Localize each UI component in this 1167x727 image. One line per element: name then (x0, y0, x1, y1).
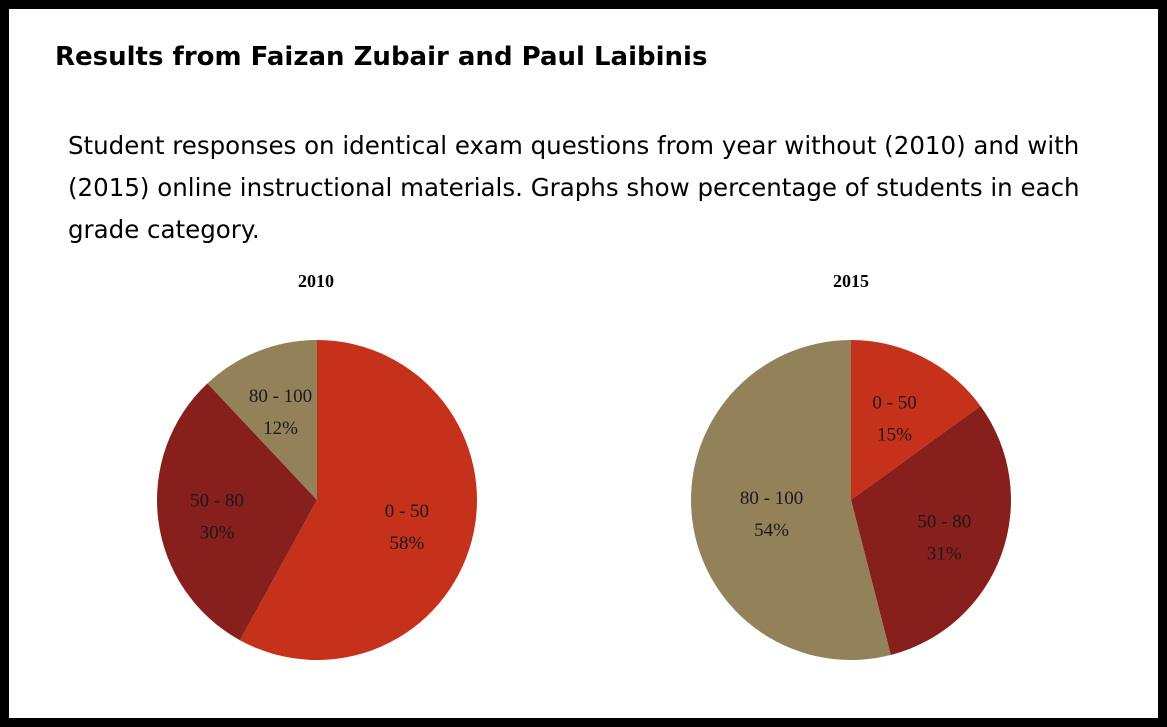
pie-slice-2015-0-50 (851, 340, 981, 500)
slice-value-label: 12% (263, 418, 298, 439)
slide-description: Student responses on identical exam ques… (68, 131, 1080, 244)
slide-heading: Results from Faizan Zubair and Paul Laib… (55, 42, 708, 72)
pie-chart-2015: 2015 0 - 50 15% 50 - 80 31% 80 - 100 54% (690, 271, 1011, 660)
pie-slice-2010-80-100 (207, 340, 317, 500)
slice-value-label: 30% (200, 523, 235, 544)
pie-slices-2010: 0 - 50 58% 50 - 80 30% 80 - 100 12% (157, 340, 477, 661)
chart-title-2010: 2010 (298, 271, 334, 291)
chart-title-2015: 2015 (833, 271, 869, 291)
pie-slice-2010-50-80 (157, 383, 317, 641)
pie-slice-2015-80-100 (690, 339, 891, 660)
slice-value-label: 54% (754, 520, 789, 541)
pie-slice-2010-0-50 (239, 340, 477, 661)
slice-value-label: 31% (927, 544, 962, 565)
slice-category-label: 80 - 100 (249, 386, 312, 407)
pie-chart-2010: 2010 0 - 50 58% 50 - 80 30% 80 - 100 12% (157, 271, 477, 661)
pie-slices-2015: 0 - 50 15% 50 - 80 31% 80 - 100 54% (690, 339, 1011, 660)
slice-value-label: 58% (389, 533, 424, 554)
pie-slice-2015-50-80 (851, 405, 1011, 655)
slice-category-label: 0 - 50 (872, 393, 916, 414)
slice-value-label: 15% (877, 425, 912, 446)
slice-category-label: 80 - 100 (740, 488, 803, 509)
slice-category-label: 50 - 80 (190, 491, 244, 512)
slice-category-label: 0 - 50 (385, 501, 429, 522)
slice-category-label: 50 - 80 (917, 512, 971, 533)
